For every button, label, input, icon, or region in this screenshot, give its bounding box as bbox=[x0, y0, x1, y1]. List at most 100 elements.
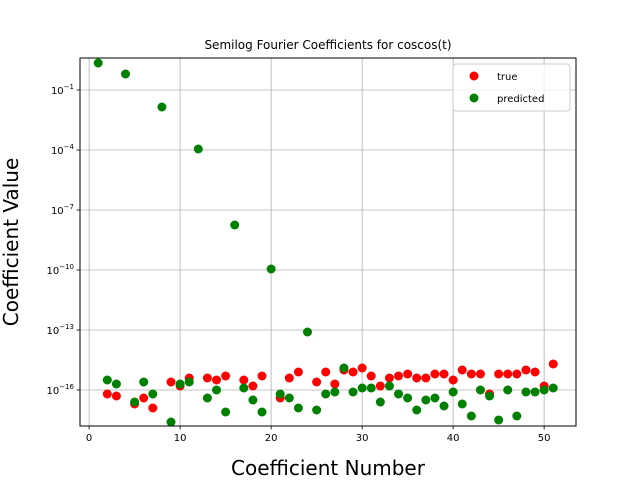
y-tick-label: 10−4 bbox=[51, 143, 75, 157]
legend: true predicted bbox=[452, 63, 571, 112]
point-true bbox=[148, 403, 158, 413]
point-predicted bbox=[366, 383, 376, 393]
point-predicted bbox=[485, 391, 495, 401]
point-predicted bbox=[475, 385, 485, 395]
point-predicted bbox=[412, 405, 422, 415]
point-true bbox=[412, 373, 422, 383]
point-true bbox=[548, 359, 558, 369]
point-predicted bbox=[548, 383, 558, 393]
point-predicted bbox=[357, 383, 367, 393]
point-predicted bbox=[430, 393, 440, 403]
point-true bbox=[466, 369, 476, 379]
point-predicted bbox=[512, 411, 522, 421]
y-tick-label: 10−10 bbox=[46, 263, 74, 277]
point-predicted bbox=[257, 407, 267, 417]
ticks: 0 10 20 30 40 50 10−1 10−4 10−7 10−10 10−13 10−16 bbox=[46, 83, 550, 444]
point-predicted bbox=[457, 399, 467, 409]
point-predicted bbox=[530, 387, 540, 397]
point-predicted bbox=[121, 69, 131, 79]
point-predicted bbox=[439, 401, 449, 411]
x-tick-label: 40 bbox=[447, 433, 460, 444]
point-predicted bbox=[239, 383, 249, 393]
point-predicted bbox=[421, 395, 431, 405]
chart-title: Semilog Fourier Coefficients for coscos(… bbox=[204, 38, 451, 52]
point-predicted bbox=[221, 407, 231, 417]
point-predicted bbox=[312, 405, 322, 415]
point-predicted bbox=[275, 389, 285, 399]
x-tick-label: 20 bbox=[265, 433, 278, 444]
point-predicted bbox=[130, 397, 140, 407]
point-predicted bbox=[248, 395, 258, 405]
point-true bbox=[457, 365, 467, 375]
y-tick-label: 10−7 bbox=[51, 203, 74, 217]
point-predicted bbox=[212, 385, 222, 395]
point-true bbox=[366, 371, 376, 381]
point-true bbox=[202, 373, 212, 383]
point-predicted bbox=[202, 393, 212, 403]
point-true bbox=[321, 367, 331, 377]
x-axis-label: Coefficient Number bbox=[231, 456, 426, 480]
point-true bbox=[166, 377, 176, 387]
legend-label-predicted: predicted bbox=[497, 94, 544, 105]
point-predicted bbox=[111, 379, 121, 389]
y-tick-label: 10−16 bbox=[46, 383, 74, 397]
point-predicted bbox=[321, 389, 331, 399]
point-predicted bbox=[230, 220, 240, 230]
point-predicted bbox=[266, 264, 276, 274]
x-tick-label: 10 bbox=[174, 433, 187, 444]
point-true bbox=[521, 365, 531, 375]
point-true bbox=[403, 369, 413, 379]
y-axis-label: Coefficient Value bbox=[0, 158, 23, 327]
point-predicted bbox=[175, 379, 185, 389]
point-true bbox=[111, 391, 121, 401]
data-points bbox=[93, 58, 558, 427]
point-predicted bbox=[139, 377, 149, 387]
point-predicted bbox=[403, 393, 413, 403]
point-true bbox=[494, 369, 504, 379]
point-true bbox=[139, 393, 149, 403]
legend-label-true: true bbox=[497, 72, 518, 83]
y-tick-label: 10−13 bbox=[46, 323, 74, 337]
x-tick-label: 30 bbox=[356, 433, 369, 444]
legend-marker-predicted bbox=[469, 93, 479, 103]
point-true bbox=[312, 377, 322, 387]
point-true bbox=[439, 369, 449, 379]
point-predicted bbox=[293, 403, 303, 413]
point-true bbox=[284, 373, 294, 383]
point-predicted bbox=[93, 58, 103, 68]
point-predicted bbox=[375, 397, 385, 407]
point-predicted bbox=[448, 387, 458, 397]
point-true bbox=[448, 375, 458, 385]
point-true bbox=[212, 375, 222, 385]
point-true bbox=[530, 367, 540, 377]
point-true bbox=[430, 369, 440, 379]
point-true bbox=[348, 367, 358, 377]
point-true bbox=[257, 371, 267, 381]
legend-marker-true bbox=[469, 71, 479, 81]
point-true bbox=[475, 369, 485, 379]
point-predicted bbox=[466, 411, 476, 421]
point-predicted bbox=[330, 387, 340, 397]
point-predicted bbox=[503, 385, 513, 395]
point-true bbox=[512, 369, 522, 379]
point-predicted bbox=[157, 102, 167, 112]
point-true bbox=[421, 373, 431, 383]
point-predicted bbox=[303, 327, 313, 337]
point-predicted bbox=[284, 393, 294, 403]
point-true bbox=[384, 373, 394, 383]
point-predicted bbox=[394, 389, 404, 399]
point-true bbox=[239, 375, 249, 385]
grid bbox=[80, 58, 576, 426]
legend-box bbox=[452, 63, 571, 112]
plot-frame bbox=[79, 57, 577, 427]
point-predicted bbox=[148, 389, 158, 399]
point-predicted bbox=[184, 377, 194, 387]
point-predicted bbox=[193, 144, 203, 154]
point-predicted bbox=[166, 417, 176, 427]
point-true bbox=[102, 389, 112, 399]
point-true bbox=[330, 379, 340, 389]
point-true bbox=[394, 371, 404, 381]
x-tick-label: 50 bbox=[538, 433, 551, 444]
y-tick-label: 10−1 bbox=[51, 83, 74, 97]
